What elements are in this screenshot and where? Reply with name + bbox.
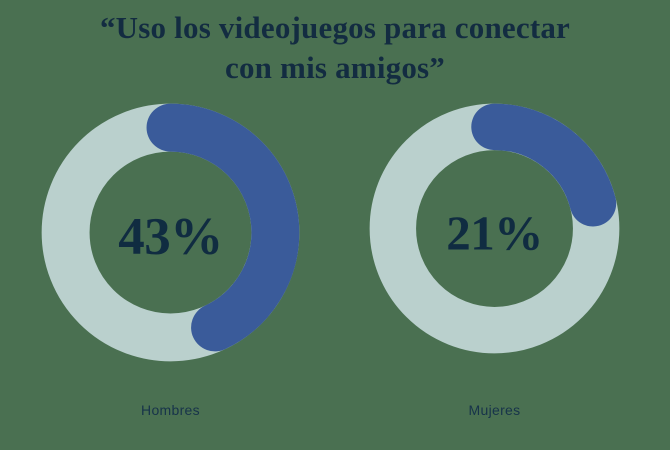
- donut-svg-hombres: [41, 103, 300, 362]
- donut-value-mujeres: 21%: [446, 205, 543, 261]
- donut-svg-mujeres: [369, 103, 620, 354]
- donut-value-arc-hombres: [41, 103, 300, 362]
- donut-group-hombres: 43% Hombres: [41, 103, 300, 418]
- page-title: “Uso los videojuegos para conectar con m…: [99, 10, 571, 85]
- donut-value-arc-mujeres: [369, 103, 620, 354]
- donut-ring-hombres: 43%: [41, 103, 300, 373]
- donut-chart-row: 43% Hombres 21% Mujeres: [0, 103, 670, 433]
- donut-label-hombres: Hombres: [141, 402, 200, 418]
- donut-value-hombres: 43%: [118, 207, 223, 266]
- donut-group-mujeres: 21% Mujeres: [369, 103, 620, 418]
- donut-ring-mujeres: 21%: [369, 103, 620, 365]
- donut-label-mujeres: Mujeres: [468, 402, 521, 418]
